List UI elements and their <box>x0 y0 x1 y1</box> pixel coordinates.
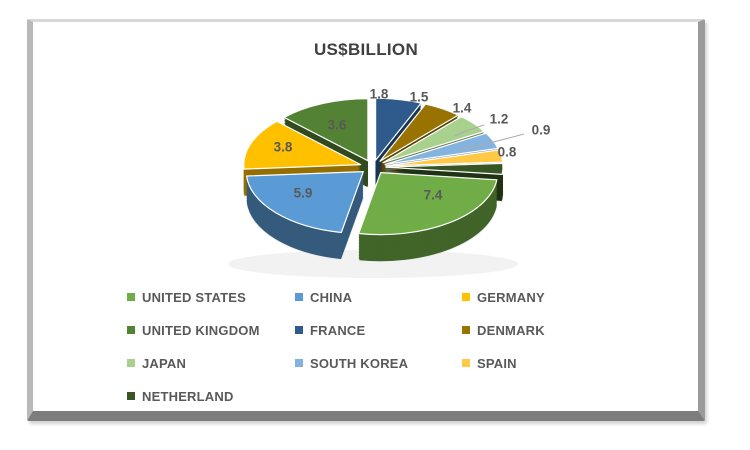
legend-label: GERMANY <box>477 289 545 305</box>
legend-label: UNITED STATES <box>142 289 246 305</box>
data-label-united-kingdom: 3.6 <box>328 118 347 133</box>
legend-item-united-kingdom: UNITED KINGDOM <box>127 322 295 338</box>
data-label-spain: 0.9 <box>532 123 551 138</box>
chart-legend: UNITED STATES CHINA GERMANY UNITED KINGD… <box>127 289 667 404</box>
legend-item-spain: SPAIN <box>462 355 652 371</box>
pie-slice-denmark <box>379 103 459 162</box>
legend-swatch-icon <box>127 359 135 367</box>
legend-label: SPAIN <box>477 355 517 371</box>
pie-slice-japan <box>382 116 485 164</box>
data-label-germany: 3.8 <box>274 140 293 155</box>
legend-label: CHINA <box>310 289 353 305</box>
legend-item-china: CHINA <box>295 289 462 305</box>
pie-slice-germany <box>243 120 362 170</box>
legend-item-denmark: DENMARK <box>462 322 652 338</box>
legend-label: JAPAN <box>142 355 187 371</box>
legend-item-united-states: UNITED STATES <box>127 289 295 305</box>
legend-swatch-icon <box>127 326 135 334</box>
data-label-china: 5.9 <box>294 186 313 201</box>
legend-label: FRANCE <box>310 322 366 338</box>
legend-item-france: FRANCE <box>295 322 462 338</box>
pie-slice-united-states <box>358 172 498 236</box>
legend-label: DENMARK <box>477 322 545 338</box>
data-label-netherland: 0.8 <box>498 145 517 160</box>
data-label-japan: 1.4 <box>453 101 472 116</box>
pie-shadow <box>228 250 518 278</box>
legend-swatch-icon <box>295 359 303 367</box>
data-label-france: 1.8 <box>370 87 389 102</box>
pie-slice-netherland <box>385 162 504 175</box>
legend-label: UNITED KINGDOM <box>142 322 260 338</box>
pie-slice-china <box>246 171 364 234</box>
legend-item-netherland: NETHERLAND <box>127 388 295 404</box>
legend-swatch-icon <box>462 293 470 301</box>
legend-swatch-icon <box>462 326 470 334</box>
chart-title: US$BILLION <box>313 40 419 59</box>
legend-swatch-icon <box>127 293 135 301</box>
legend-item-germany: GERMANY <box>462 289 652 305</box>
legend-item-japan: JAPAN <box>127 355 295 371</box>
data-label-denmark: 1.5 <box>410 90 429 105</box>
legend-swatch-icon <box>462 359 470 367</box>
pie-slice-united-kingdom <box>283 98 369 162</box>
pie-slice-south-korea <box>384 132 499 165</box>
legend-swatch-icon <box>127 392 135 400</box>
pie-slice-france <box>375 97 422 161</box>
legend-label: SOUTH KOREA <box>310 355 409 371</box>
legend-swatch-icon <box>295 293 303 301</box>
leader-line <box>454 124 485 137</box>
legend-item-south-korea: SOUTH KOREA <box>295 355 462 371</box>
leader-line <box>458 133 525 150</box>
pie-slice-spain <box>385 149 504 167</box>
data-label-south-korea: 1.2 <box>490 112 509 127</box>
legend-label: NETHERLAND <box>142 388 234 404</box>
data-label-united-states: 7.4 <box>424 188 443 203</box>
legend-swatch-icon <box>295 326 303 334</box>
